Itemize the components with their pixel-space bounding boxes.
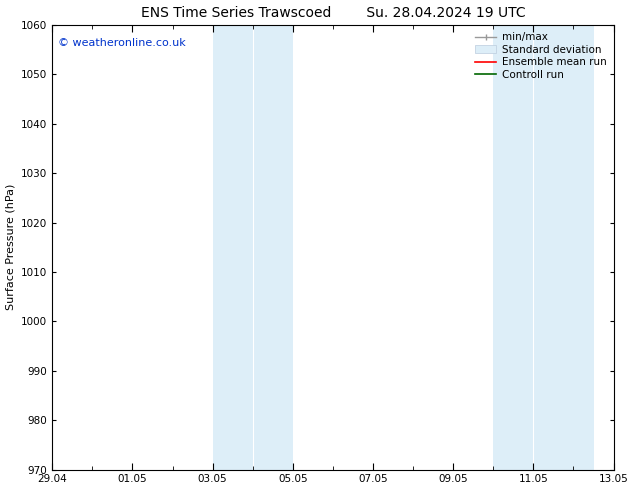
Text: © weatheronline.co.uk: © weatheronline.co.uk: [58, 38, 186, 48]
Legend: min/max, Standard deviation, Ensemble mean run, Controll run: min/max, Standard deviation, Ensemble me…: [474, 30, 609, 82]
Title: ENS Time Series Trawscoed        Su. 28.04.2024 19 UTC: ENS Time Series Trawscoed Su. 28.04.2024…: [141, 5, 525, 20]
Bar: [493, 25, 533, 469]
Bar: [253, 25, 293, 469]
Y-axis label: Surface Pressure (hPa): Surface Pressure (hPa): [6, 184, 16, 311]
Bar: [212, 25, 253, 469]
Bar: [533, 25, 593, 469]
